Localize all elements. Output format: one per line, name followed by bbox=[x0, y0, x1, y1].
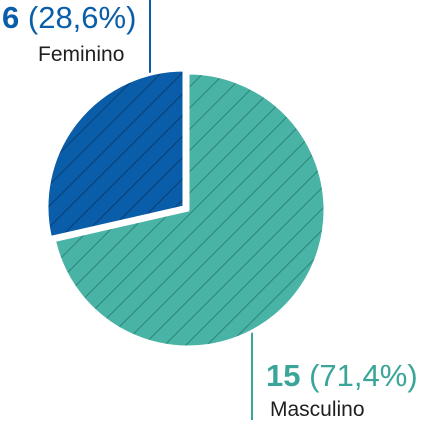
masculino-value-label: 15 (71,4%) bbox=[266, 360, 418, 391]
pie-slice-masculino bbox=[52, 71, 327, 349]
masculino-percent: (71,4%) bbox=[309, 358, 418, 393]
feminino-value-label: 6 (28,6%) bbox=[2, 2, 136, 33]
masculino-category-label: Masculino bbox=[270, 398, 365, 421]
feminino-count: 6 bbox=[2, 0, 20, 35]
masculino-count: 15 bbox=[266, 358, 301, 393]
feminino-category-label: Feminino bbox=[38, 43, 125, 66]
pie-slice-feminino bbox=[45, 68, 186, 239]
feminino-percent: (28,6%) bbox=[27, 0, 137, 35]
